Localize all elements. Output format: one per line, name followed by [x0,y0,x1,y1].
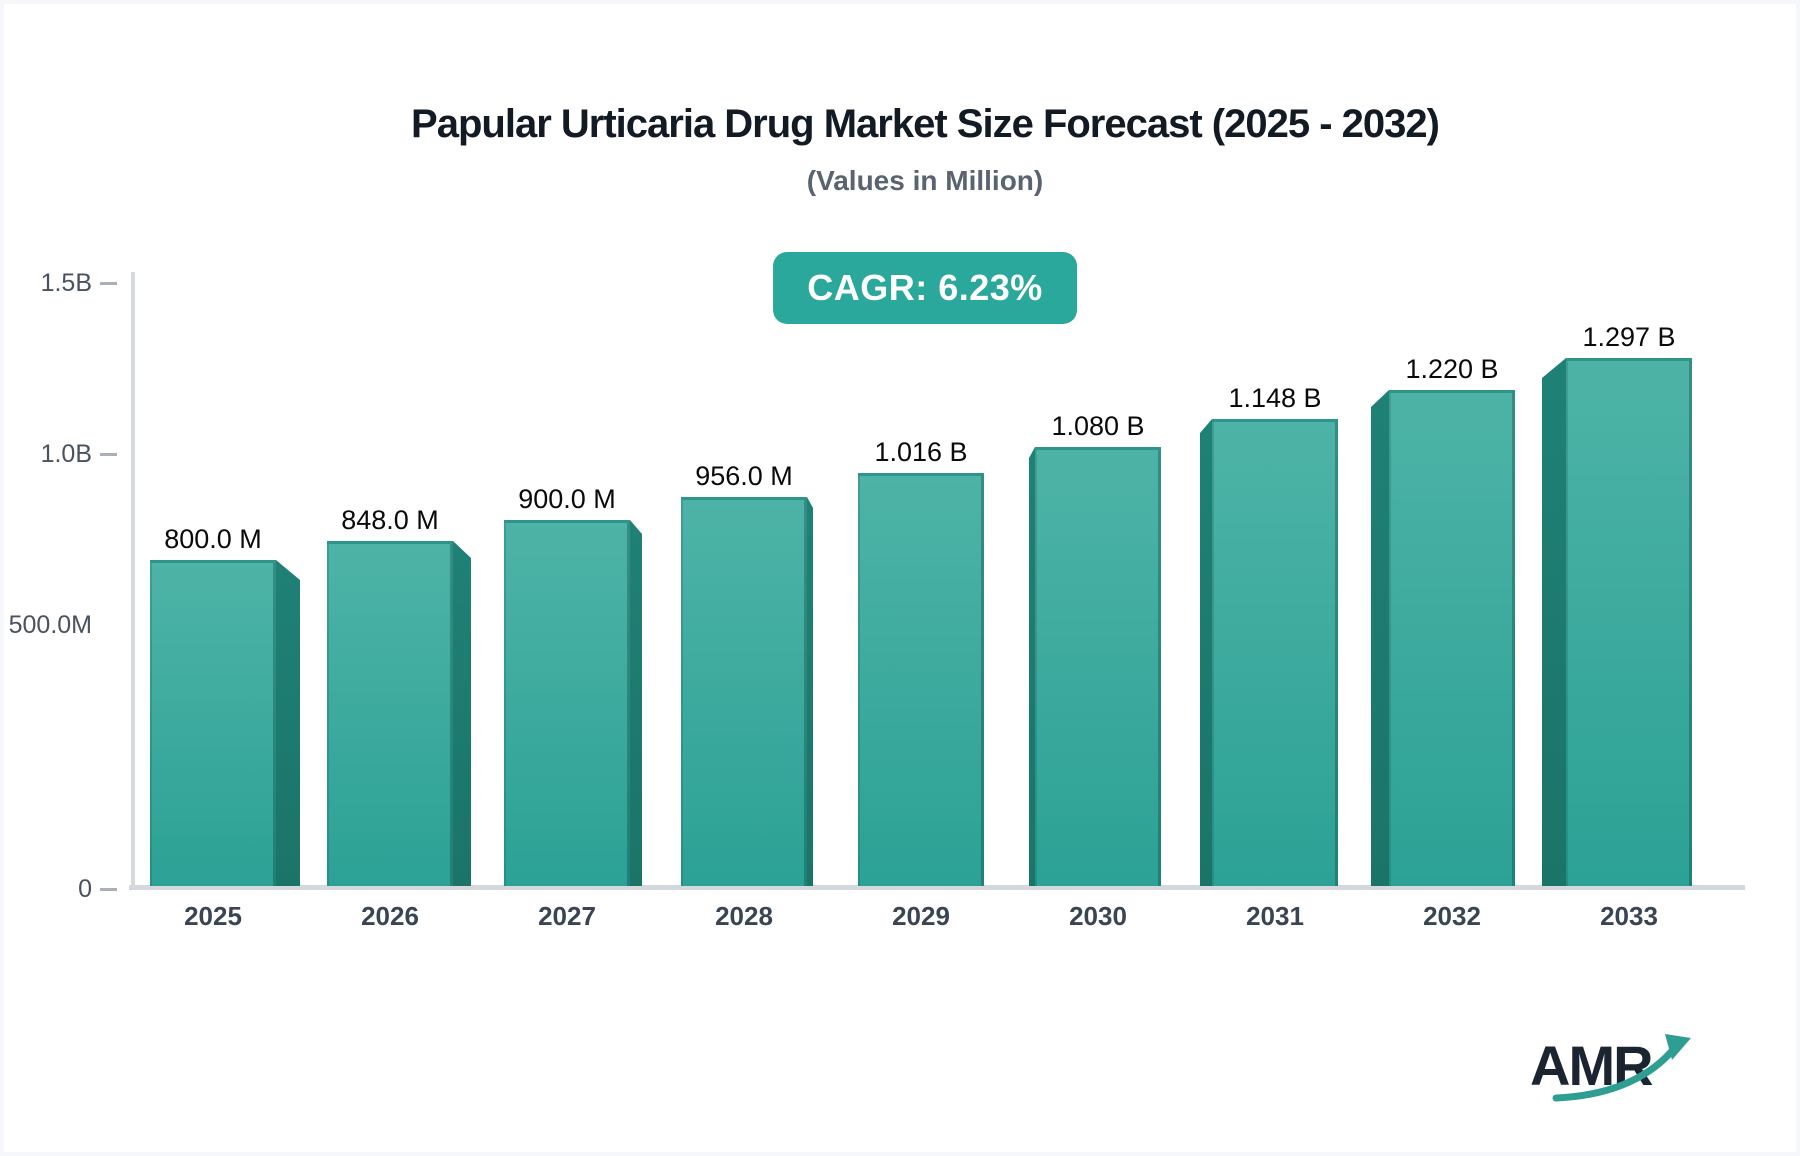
bar-3d-side [276,560,300,886]
bar-2033 [1566,358,1692,886]
bar-3d-side [807,497,813,886]
x-axis-label-2027: 2027 [538,901,596,931]
bar-2029 [858,473,984,886]
bar-3d-side [630,520,642,886]
y-axis-tick-dash [100,888,117,891]
x-axis-label-2026: 2026 [361,901,419,931]
bar-value-label: 956.0 M [695,461,793,491]
bar-2031 [1212,419,1338,886]
x-axis-label-2031: 2031 [1246,901,1304,931]
bar-value-label: 900.0 M [518,484,616,514]
amr-logo-arrow-swoosh [1552,1048,1675,1102]
bar-value-label: 1.297 B [1582,322,1676,352]
y-axis-tick-label: 1.0B [40,440,92,468]
y-axis-line [131,272,135,889]
bar-value-label: 848.0 M [341,505,439,535]
bar-3d-side [1200,419,1212,886]
y-axis-tick-dash [100,453,117,456]
bar-2030 [1035,447,1161,886]
bar-value-label: 1.016 B [874,437,968,467]
y-axis-tick-label: 500.0M [8,611,92,639]
bar-2026 [327,541,453,886]
bar-3d-side [1029,447,1035,886]
bar-2025 [150,560,276,886]
bar-2027 [504,520,630,886]
bar-value-label: 1.148 B [1228,383,1322,413]
x-axis-label-2032: 2032 [1423,901,1481,931]
bar-value-label: 800.0 M [164,524,262,554]
bar-3d-side [1542,358,1566,886]
chart-header: Papular Urticaria Drug Market Size Forec… [411,100,1440,324]
bar-value-label: 1.220 B [1405,354,1499,384]
bar-value-label: 1.080 B [1051,411,1145,441]
x-axis-label-2030: 2030 [1069,901,1127,931]
amr-logo-arrowhead [1665,1034,1691,1060]
x-axis-label-2033: 2033 [1600,901,1658,931]
cagr-badge: CAGR: 6.23% [773,252,1077,324]
chart-subtitle: (Values in Million) [806,165,1044,196]
y-axis-tick-label: 1.5B [40,269,92,297]
y-axis-tick-label: 0 [78,875,92,903]
y-axis-tick-dash [100,282,117,285]
x-axis-label-2029: 2029 [892,901,950,931]
bar-3d-side [453,541,471,886]
amr-logo: AMR [1530,1034,1691,1102]
bar-2032 [1389,390,1515,886]
x-axis-line [129,885,1745,890]
bar-2028 [681,497,807,886]
x-axis-label-2025: 2025 [184,901,242,931]
amr-logo-text: AMR [1530,1034,1653,1097]
x-axis-label-2028: 2028 [715,901,773,931]
page-title: Papular Urticaria Drug Market Size Forec… [411,102,1440,146]
bar-3d-side [1371,390,1389,886]
